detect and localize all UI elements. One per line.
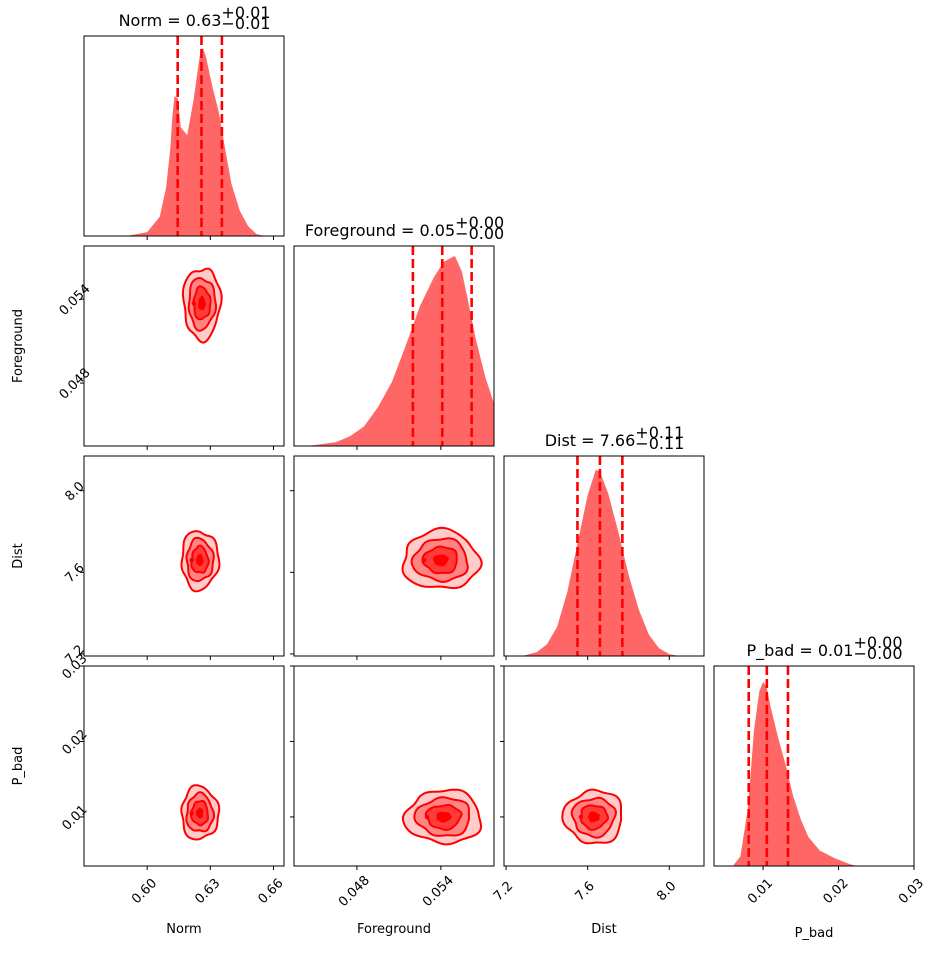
title-prefix: P_bad = xyxy=(747,641,818,661)
title-lower-error: −0.11 xyxy=(635,434,684,453)
x-axis-label-dist: Dist xyxy=(591,922,617,937)
density-contour-line xyxy=(185,791,216,833)
title-prefix: Foreground = xyxy=(305,221,420,240)
x-tick-label: 0.01 xyxy=(745,876,776,907)
density-contour-line xyxy=(401,788,483,846)
density-sample-point xyxy=(189,810,194,816)
x-tick-label: 0.60 xyxy=(129,876,160,907)
axes-frame xyxy=(83,35,285,237)
panel-title-norm: Norm = 0.63 xyxy=(119,11,250,30)
title-upper-error: +0.01 xyxy=(221,3,270,22)
hist-panel-p-bad xyxy=(713,665,915,867)
x-tick-label: 0.054 xyxy=(420,873,457,910)
title-lower-error: −0.01 xyxy=(221,14,270,33)
y-axis-label-foreground: Foreground xyxy=(11,309,26,383)
histogram-norm xyxy=(126,47,266,236)
density-contour-line xyxy=(185,536,215,583)
density-contour-fill xyxy=(195,807,204,819)
y-tick-label: 0.02 xyxy=(60,727,91,758)
histogram-p-bad xyxy=(732,681,858,866)
y-axis-label-p-bad: P_bad xyxy=(11,747,26,786)
x-tick-label: 7.2 xyxy=(491,879,516,904)
density-contour-line xyxy=(187,276,217,332)
density-contour-fill xyxy=(198,295,206,311)
x-tick-label: 8.0 xyxy=(654,879,679,904)
panel-title-p-bad: P_bad = 0.01 xyxy=(747,641,882,661)
title-lower-error: −0.00 xyxy=(853,644,902,663)
density-contour-fill xyxy=(587,811,600,823)
axes-frame xyxy=(83,245,285,447)
x-tick-label: 0.048 xyxy=(336,873,373,910)
axes-frame xyxy=(293,455,495,657)
hist-panel-norm xyxy=(83,35,285,237)
hist-panel-foreground xyxy=(293,245,495,447)
axes-frame xyxy=(503,665,705,867)
x-tick-label: 7.6 xyxy=(573,879,598,904)
title-prefix: Norm = xyxy=(119,11,186,30)
title-upper-error: +0.00 xyxy=(853,633,902,652)
density-sample-point xyxy=(189,557,194,563)
hist-panel-dist xyxy=(503,455,705,657)
x-axis-label-foreground: Foreground xyxy=(357,922,431,937)
x-tick-label: 0.63 xyxy=(192,876,223,907)
title-median: 0.05 xyxy=(420,221,456,240)
x-axis-label-p-bad: P_bad xyxy=(795,926,834,941)
density-panel-norm-vs-foreground xyxy=(83,245,285,447)
title-median: 0.63 xyxy=(186,11,222,30)
density-panel-norm-vs-p-bad xyxy=(83,665,285,867)
density-panel-norm-vs-dist xyxy=(83,455,285,657)
density-contour-fill xyxy=(195,554,204,567)
density-contour-line xyxy=(570,796,617,839)
axes-frame xyxy=(293,665,495,867)
axes-frame xyxy=(503,455,705,657)
title-lower-error: −0.00 xyxy=(455,224,504,243)
title-upper-error: +0.11 xyxy=(635,423,684,442)
x-tick-label: 0.03 xyxy=(896,876,927,907)
axes-frame xyxy=(713,665,915,867)
density-panel-foreground-vs-dist xyxy=(293,455,495,657)
density-panel-foreground-vs-p-bad xyxy=(293,665,495,867)
density-contour-line xyxy=(181,267,223,344)
x-tick-label: 0.02 xyxy=(821,876,852,907)
y-tick-label: 0.054 xyxy=(57,282,94,319)
density-contour-fill xyxy=(432,554,449,567)
x-axis-label-norm: Norm xyxy=(166,922,201,937)
panel-title-foreground: Foreground = 0.05 xyxy=(305,221,483,240)
x-tick-label: 0.66 xyxy=(255,876,286,907)
title-median: 7.66 xyxy=(600,431,636,450)
density-contour-line xyxy=(401,526,483,590)
density-contour-line xyxy=(180,784,221,841)
density-sample-point xyxy=(422,557,427,563)
title-median: 0.01 xyxy=(818,641,854,660)
axes-frame xyxy=(293,245,495,447)
density-contour-line xyxy=(561,788,623,845)
density-sample-point xyxy=(578,814,584,820)
density-contour-line xyxy=(410,537,469,583)
y-tick-label: 0.048 xyxy=(57,366,94,403)
density-sample-point xyxy=(424,814,430,820)
density-sample-point xyxy=(191,301,196,306)
title-upper-error: +0.00 xyxy=(455,213,504,232)
axes-frame xyxy=(83,665,285,867)
density-contour-line xyxy=(413,796,470,837)
density-panel-dist-vs-p-bad xyxy=(503,665,705,867)
title-prefix: Dist = xyxy=(545,431,600,450)
panel-title-dist: Dist = 7.66 xyxy=(545,431,664,450)
axes-frame xyxy=(83,455,285,657)
y-tick-label: 0.01 xyxy=(60,802,91,833)
density-contour-line xyxy=(180,530,221,593)
density-contour-fill xyxy=(436,811,452,823)
y-axis-label-dist: Dist xyxy=(11,543,26,569)
histogram-foreground xyxy=(308,255,494,446)
